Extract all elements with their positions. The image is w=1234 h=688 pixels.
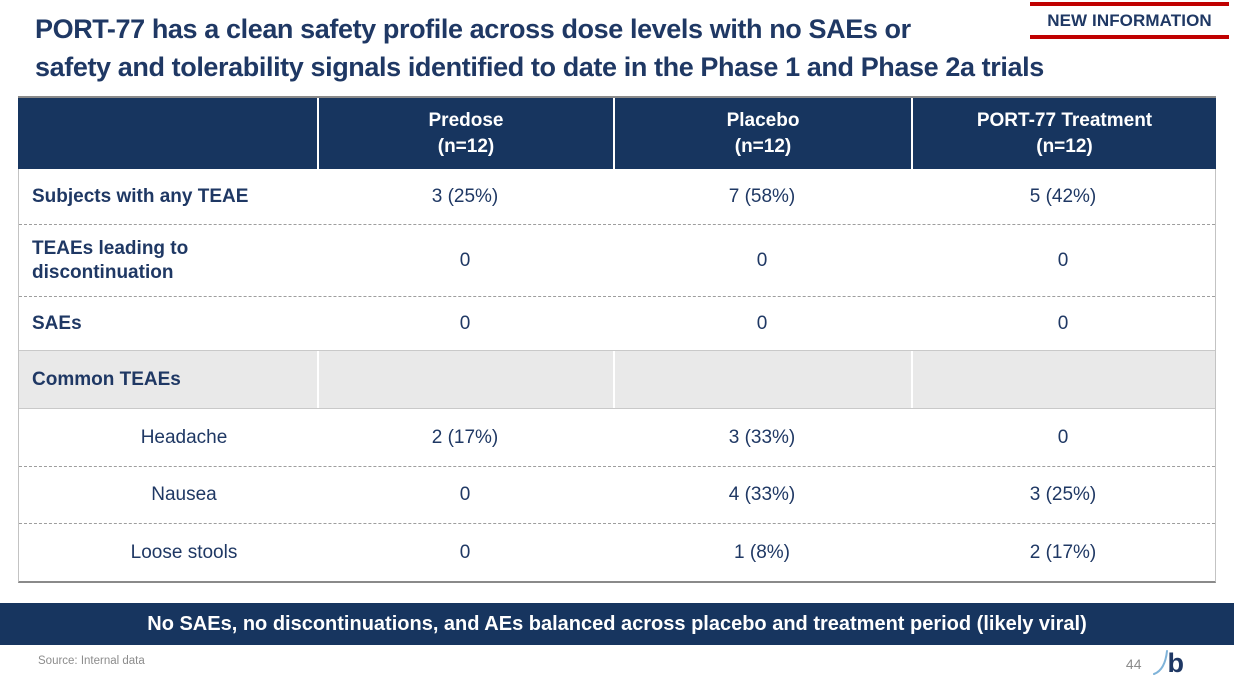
badge-label: NEW INFORMATION xyxy=(1047,11,1212,30)
table-row-saes: SAEs 0 0 0 xyxy=(19,297,1215,351)
row-label: SAEs xyxy=(32,312,82,334)
page-number: 44 xyxy=(1125,656,1142,672)
row-label: Headache xyxy=(140,426,228,448)
table-row-headache: Headache 2 (17%) 3 (33%) 0 xyxy=(19,409,1215,467)
row-label: Nausea xyxy=(151,484,217,505)
table-row-teae-discontinuation: TEAEs leading to discontinuation 0 0 0 xyxy=(19,225,1215,297)
cell-value: 2 (17%) xyxy=(1029,541,1097,563)
slide-title-line-1: PORT-77 has a clean safety profile acros… xyxy=(35,14,911,44)
header-placebo-line2: (n=12) xyxy=(734,135,792,157)
row-label: Subjects with any TEAE xyxy=(32,185,249,207)
cell-value: 0 xyxy=(1057,312,1069,334)
safety-table: Predose (n=12) Placebo (n=12) PORT-77 Tr… xyxy=(18,96,1216,583)
badge-bottom-rule xyxy=(1030,35,1229,39)
cell-value: 0 xyxy=(1057,249,1069,271)
row-label: TEAEs leading to discontinuation xyxy=(32,237,189,283)
footer-right: 44 b xyxy=(1125,648,1185,678)
header-cell-empty xyxy=(18,98,317,169)
table-row-subjects-any-teae: Subjects with any TEAE 3 (25%) 7 (58%) 5… xyxy=(19,169,1215,225)
cell-value xyxy=(911,351,1215,408)
takeaway-banner: No SAEs, no discontinuations, and AEs ba… xyxy=(0,603,1234,645)
new-information-badge: NEW INFORMATION xyxy=(1030,2,1229,39)
cell-value: 0 xyxy=(459,484,471,505)
header-cell-placebo: Placebo (n=12) xyxy=(613,98,911,169)
section-label: Common TEAEs xyxy=(32,368,181,390)
row-label: Loose stools xyxy=(130,541,238,563)
table-header-row: Predose (n=12) Placebo (n=12) PORT-77 Tr… xyxy=(18,96,1216,169)
company-logo: b xyxy=(1152,648,1185,678)
badge-top-rule xyxy=(1030,2,1229,6)
header-treatment-line1: PORT-77 Treatment xyxy=(976,109,1153,131)
slide-title-line-2: safety and tolerability signals identifi… xyxy=(35,52,1044,82)
header-predose-line1: Predose xyxy=(428,109,504,131)
header-cell-predose: Predose (n=12) xyxy=(317,98,613,169)
cell-value: 0 xyxy=(1057,426,1069,448)
cell-value: 4 (33%) xyxy=(728,484,796,505)
cell-value: 3 (25%) xyxy=(1029,484,1097,505)
table-row-common-teaes-section: Common TEAEs xyxy=(19,351,1215,409)
cell-value: 0 xyxy=(459,312,471,334)
cell-value: 0 xyxy=(756,249,768,271)
logo-letter: b xyxy=(1167,648,1185,678)
table-body: Subjects with any TEAE 3 (25%) 7 (58%) 5… xyxy=(18,169,1216,583)
table-row-nausea: Nausea 0 4 (33%) 3 (25%) xyxy=(19,467,1215,524)
cell-value: 7 (58%) xyxy=(728,185,796,207)
cell-value: 0 xyxy=(459,541,471,563)
header-treatment-line2: (n=12) xyxy=(1036,135,1093,157)
table-row-loose-stools: Loose stools 0 1 (8%) 2 (17%) xyxy=(19,524,1215,581)
header-cell-treatment: PORT-77 Treatment (n=12) xyxy=(911,98,1216,169)
header-predose-line2: (n=12) xyxy=(437,135,495,157)
cell-value: 1 (8%) xyxy=(734,541,790,563)
cell-value: 2 (17%) xyxy=(431,426,499,448)
cell-value xyxy=(613,351,911,408)
cell-value: 5 (42%) xyxy=(1029,185,1097,207)
cell-value xyxy=(317,351,613,408)
cell-value: 3 (25%) xyxy=(431,185,499,207)
cell-value: 3 (33%) xyxy=(728,426,796,448)
header-placebo-line1: Placebo xyxy=(726,109,800,131)
logo-swoosh-icon xyxy=(1152,650,1168,675)
slide-title: PORT-77 has a clean safety profile acros… xyxy=(35,10,1044,86)
source-note: Source: Internal data xyxy=(38,655,145,667)
cell-value: 0 xyxy=(459,249,471,271)
cell-value: 0 xyxy=(756,312,768,334)
